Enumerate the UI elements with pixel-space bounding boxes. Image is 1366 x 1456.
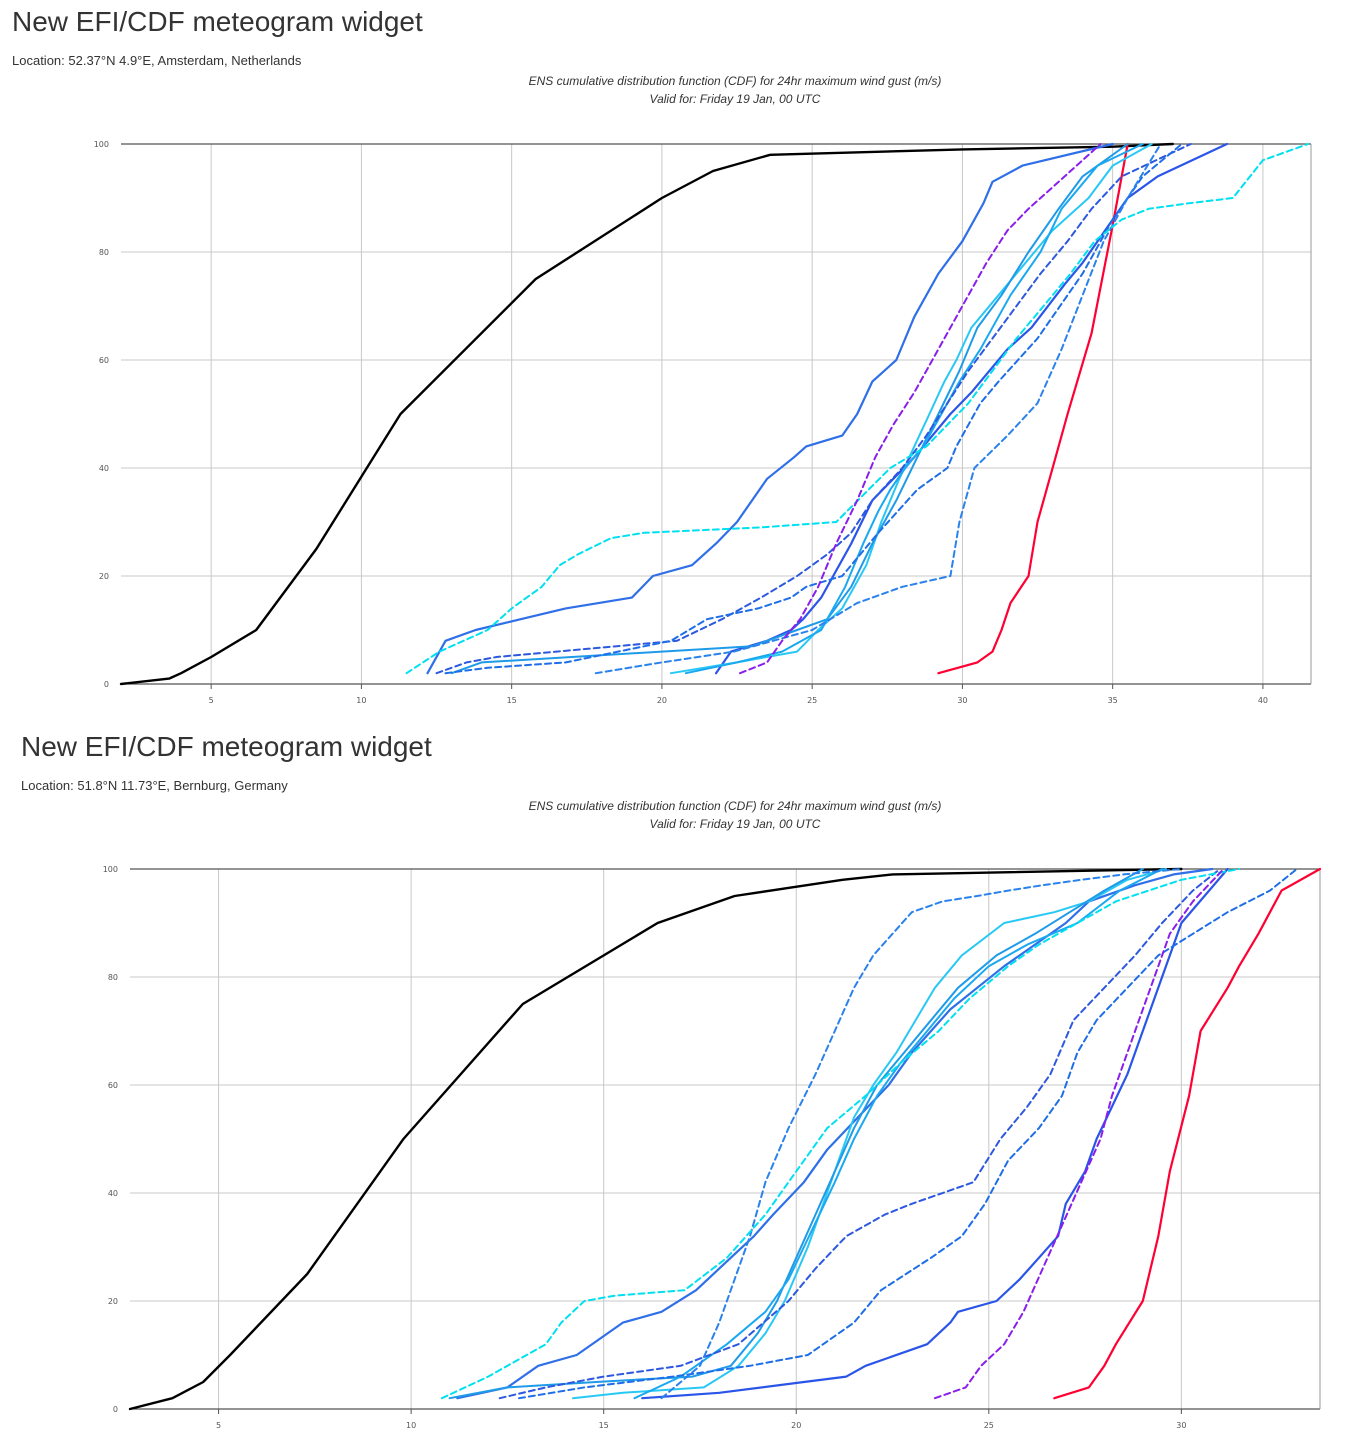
x-tick-label: 30 [1176, 1421, 1186, 1430]
widget-amsterdam: New EFI/CDF meteogram widget Location: 5… [0, 0, 1366, 725]
cdf-series-line [444, 143, 1183, 675]
y-tick-label: 60 [99, 356, 109, 365]
x-tick-label: 30 [957, 696, 967, 705]
y-tick-label: 60 [108, 1081, 118, 1090]
y-tick-label: 80 [99, 248, 109, 257]
y-tick-label: 0 [113, 1405, 118, 1414]
x-tick-label: 15 [507, 696, 517, 705]
x-tick-label: 25 [984, 1421, 994, 1430]
cdf-series-line [571, 868, 1167, 1400]
cdf-series-line [739, 143, 1102, 675]
chart-subtitle-line2: Valid for: Friday 19 Jan, 00 UTC [649, 92, 821, 106]
cdf-series-line [435, 143, 1192, 675]
x-tick-label: 35 [1108, 696, 1118, 705]
chart-subtitle-line1: ENS cumulative distribution function (CD… [528, 74, 942, 88]
x-tick-label: 20 [791, 1421, 801, 1430]
chart-subtitle-line2: Valid for: Friday 19 Jan, 00 UTC [649, 817, 821, 831]
cdf-series-line [450, 143, 1129, 675]
y-tick-label: 40 [108, 1189, 118, 1198]
cdf-series-line [641, 867, 1229, 1400]
cdf-series-line [518, 868, 1298, 1400]
grid [130, 868, 1320, 1410]
location-label: Location: 52.37°N 4.9°E, Amsterdam, Neth… [12, 53, 302, 68]
y-tick-label: 0 [104, 680, 109, 689]
y-tick-label: 100 [103, 865, 118, 874]
cdf-chart-amsterdam: 5 10 15 20 25 30 35 40 0 20 40 60 80 100 [94, 140, 1312, 705]
cdf-series-line [684, 143, 1144, 675]
y-tick-label: 20 [108, 1297, 118, 1306]
cdf-series-line [633, 868, 1164, 1400]
x-tick-label: 15 [599, 1421, 609, 1430]
grid [121, 143, 1311, 685]
x-tick-label: 10 [356, 696, 366, 705]
y-tick-label: 20 [99, 572, 109, 581]
cdf-series-line [933, 868, 1225, 1400]
cdf-series-line [669, 143, 1153, 675]
x-tick-label: 5 [216, 1421, 221, 1430]
x-tick-label: 40 [1258, 696, 1268, 705]
x-tick-label: 20 [657, 696, 667, 705]
location-label: Location: 51.8°N 11.73°E, Bernburg, Germ… [21, 778, 288, 793]
chart-subtitle-line1: ENS cumulative distribution function (CD… [528, 799, 942, 813]
x-tick-label: 25 [807, 696, 817, 705]
widget-title: New EFI/CDF meteogram widget [21, 731, 432, 762]
cdf-series-line [498, 868, 1221, 1400]
cdf-series-line [937, 142, 1129, 675]
widget-bernburg: New EFI/CDF meteogram widget Location: 5… [0, 725, 1366, 1456]
widget-title: New EFI/CDF meteogram widget [12, 6, 423, 37]
cdf-chart-bernburg: 5 10 15 20 25 30 0 20 40 60 80 100 [103, 865, 1322, 1430]
x-tick-label: 10 [406, 1421, 416, 1430]
cdf-series-line [456, 867, 1214, 1400]
cdf-series-line [440, 868, 1241, 1400]
cdf-series-line [1053, 867, 1322, 1400]
x-tick-label: 5 [209, 696, 214, 705]
cdf-series-line [405, 143, 1309, 675]
y-tick-label: 100 [94, 140, 109, 149]
y-tick-label: 80 [108, 973, 118, 982]
cdf-series-line [426, 142, 1114, 675]
cdf-series-line [448, 868, 1144, 1400]
y-tick-label: 40 [99, 464, 109, 473]
cdf-series-line [119, 142, 1175, 686]
cdf-series-line [594, 143, 1162, 675]
cdf-series-line [660, 868, 1183, 1400]
cdf-series-line [128, 867, 1183, 1411]
